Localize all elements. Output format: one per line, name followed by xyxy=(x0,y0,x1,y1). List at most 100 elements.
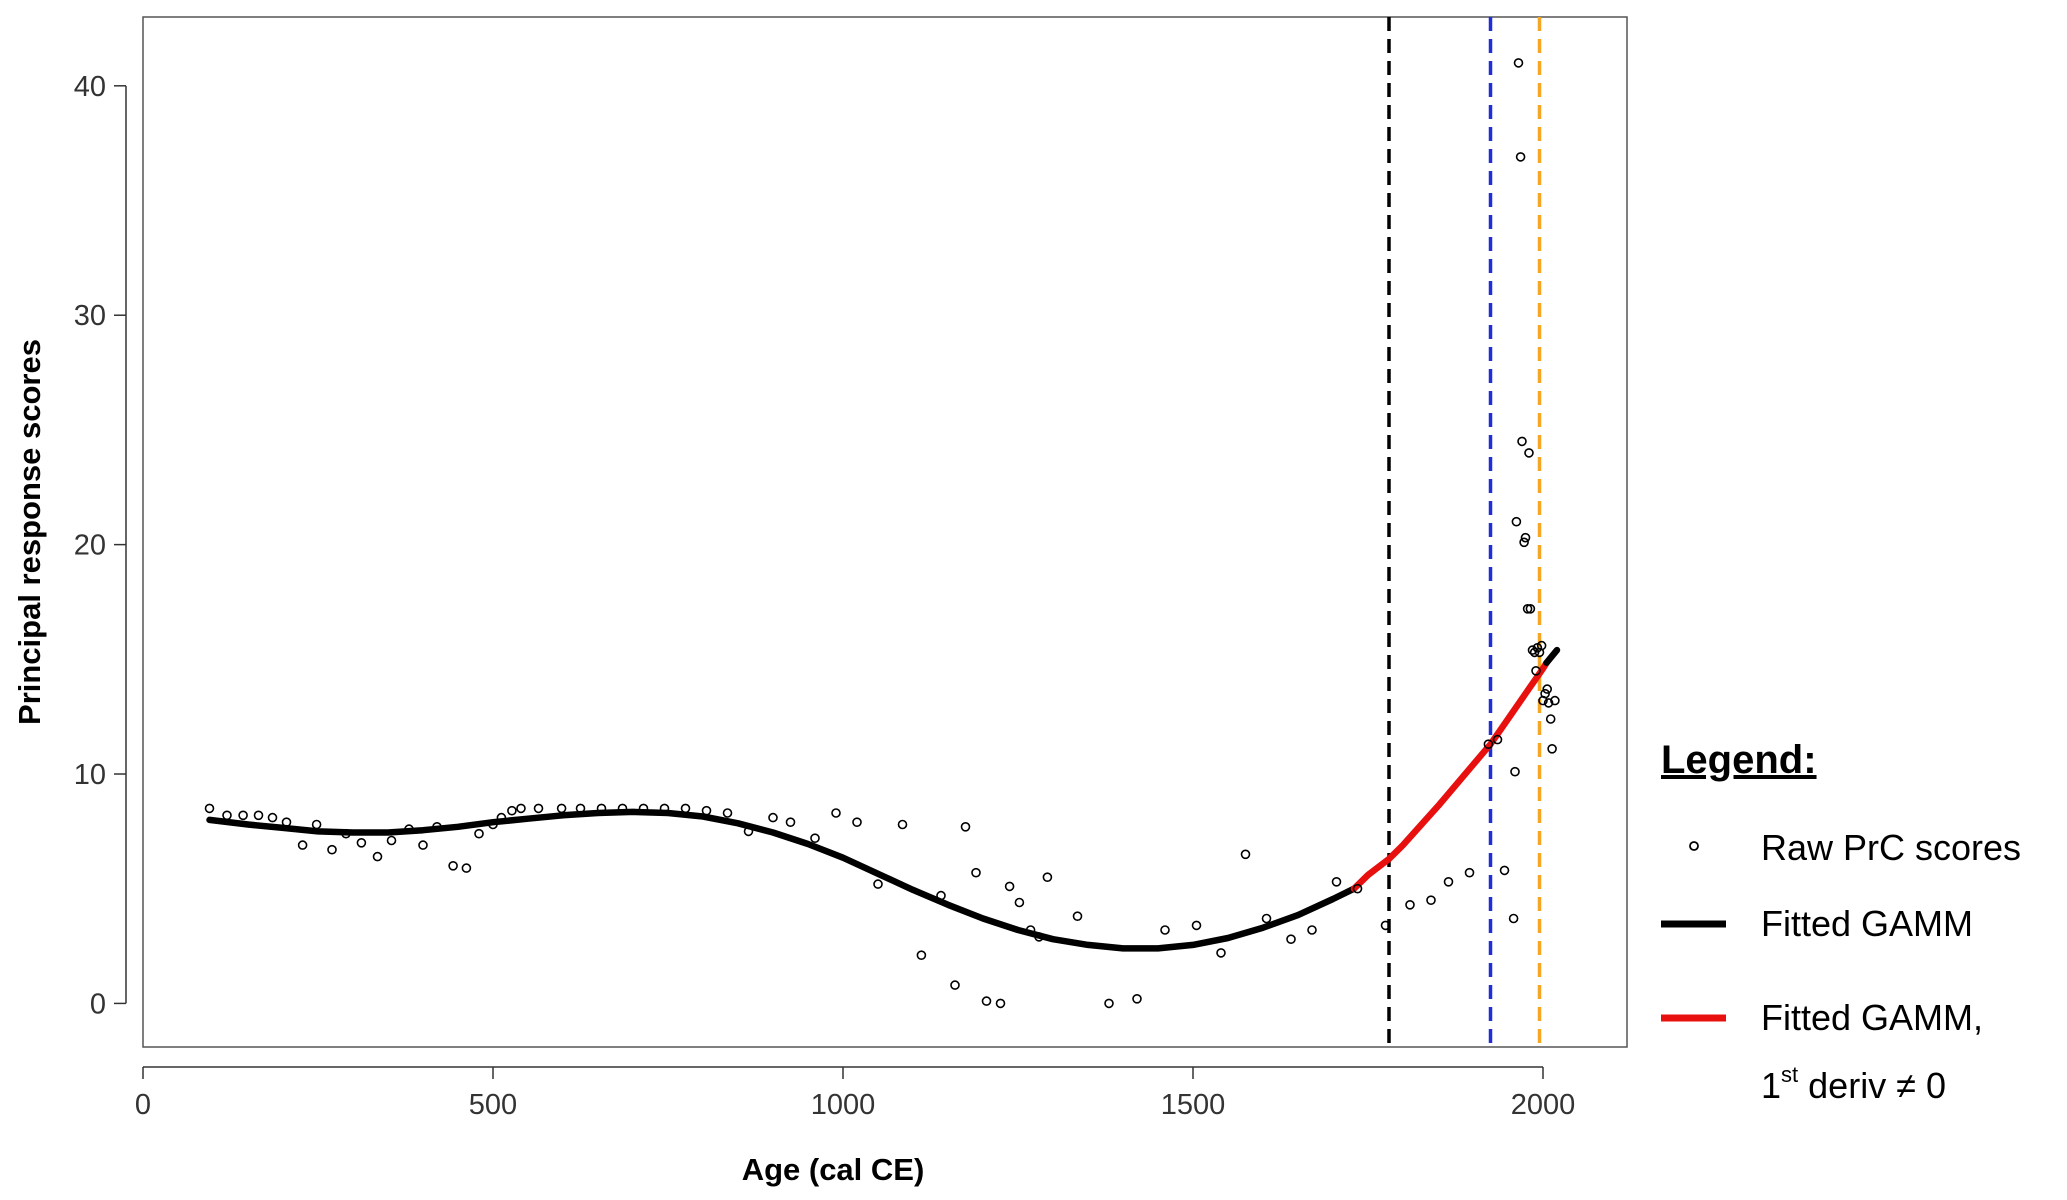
data-point xyxy=(1515,152,1526,162)
fit-line-2 xyxy=(1543,646,1561,667)
data-point xyxy=(253,810,264,821)
data-point xyxy=(341,828,351,839)
data-point xyxy=(831,808,841,818)
y-axis-title: Principal response scores xyxy=(12,339,47,725)
data-point xyxy=(701,805,712,816)
data-point xyxy=(1499,865,1510,876)
x-axis-title: Age (cal CE) xyxy=(742,1152,925,1187)
data-point xyxy=(222,810,232,821)
data-point xyxy=(1072,911,1083,922)
data-point xyxy=(238,810,248,821)
data-point xyxy=(556,803,567,814)
data-point xyxy=(1034,932,1044,942)
y-axis: 0 10 20 30 40 xyxy=(74,71,127,1020)
data-point xyxy=(1524,448,1534,458)
data-point xyxy=(432,821,442,832)
data-point xyxy=(810,833,820,844)
data-point xyxy=(1261,913,1272,924)
data-point xyxy=(680,803,691,814)
data-point xyxy=(1510,766,1520,777)
fit-line-1 xyxy=(1350,659,1550,892)
data-point xyxy=(474,828,484,839)
legend-label-raw-points: Raw PrC scores xyxy=(1761,827,2021,868)
data-point xyxy=(575,803,586,814)
data-point xyxy=(507,805,517,816)
data-point xyxy=(418,840,428,850)
data-point xyxy=(659,803,670,814)
y-tick-label: 10 xyxy=(74,759,106,791)
data-point xyxy=(297,840,308,850)
data-point xyxy=(404,824,414,834)
data-point xyxy=(1543,698,1554,708)
data-point xyxy=(743,826,754,837)
legend-label-fitted-gamm-deriv-line1: Fitted GAMM, xyxy=(1761,997,1983,1038)
legend-marker-raw-points xyxy=(1689,841,1699,851)
data-point xyxy=(638,803,649,814)
x-tick-label: 0 xyxy=(135,1089,151,1121)
data-point xyxy=(372,851,383,862)
data-point xyxy=(785,817,796,828)
data-point xyxy=(1540,688,1550,699)
data-point xyxy=(1517,436,1527,447)
data-point xyxy=(496,812,507,823)
x-axis: 0 500 1000 1500 2000 xyxy=(135,1066,1576,1121)
data-point xyxy=(386,835,397,846)
data-point xyxy=(1405,899,1415,910)
data-point xyxy=(1483,739,1494,750)
data-point xyxy=(852,817,862,828)
data-point xyxy=(461,863,472,873)
reference-lines xyxy=(1387,17,1542,1047)
data-point xyxy=(1520,532,1531,543)
data-point xyxy=(722,808,733,818)
y-tick-label: 0 xyxy=(90,988,106,1020)
data-point xyxy=(1160,925,1170,935)
legend-label-fitted-gamm: Fitted GAMM xyxy=(1761,903,1973,944)
legend-label-fitted-gamm-deriv-line2: 1st deriv ≠ 0 xyxy=(1761,1062,1946,1106)
fit-line-0 xyxy=(206,808,1358,952)
data-point xyxy=(533,803,544,814)
data-point xyxy=(1426,895,1436,906)
x-tick-label: 1500 xyxy=(1161,1089,1226,1121)
y-tick-label: 20 xyxy=(74,530,106,562)
data-point xyxy=(1492,734,1503,745)
data-point xyxy=(897,819,908,830)
data-point xyxy=(1519,537,1529,548)
data-point xyxy=(1216,948,1226,958)
data-point xyxy=(1513,58,1524,68)
data-point xyxy=(1352,883,1363,894)
data-point xyxy=(617,803,628,814)
data-point xyxy=(1443,876,1454,887)
data-point xyxy=(950,980,960,990)
data-point xyxy=(1191,920,1202,931)
legend-title: Legend: xyxy=(1661,738,1817,782)
x-tick-label: 1000 xyxy=(811,1089,876,1121)
data-point xyxy=(1331,876,1342,887)
data-point xyxy=(1545,714,1556,724)
data-point xyxy=(960,821,971,832)
data-point xyxy=(1525,603,1536,614)
data-point xyxy=(488,819,498,830)
data-point xyxy=(1240,849,1251,860)
data-point xyxy=(995,998,1006,1009)
data-point xyxy=(916,950,927,961)
legend: Legend: Raw PrC scores Fitted GAMM Fitte… xyxy=(1661,738,2021,1106)
legend-label-line2-num: 1 xyxy=(1761,1065,1781,1106)
data-point xyxy=(971,867,981,878)
data-point xyxy=(768,812,778,823)
data-point xyxy=(1531,665,1541,676)
data-point xyxy=(311,819,322,830)
data-point xyxy=(1104,998,1114,1009)
data-point xyxy=(1536,640,1547,651)
data-point xyxy=(596,803,607,814)
data-point xyxy=(936,890,946,901)
x-tick-label: 2000 xyxy=(1511,1089,1576,1121)
data-point xyxy=(281,817,292,828)
legend-label-line2-sup: st xyxy=(1781,1062,1798,1087)
data-point xyxy=(1547,743,1557,754)
data-point xyxy=(1307,925,1317,935)
data-point xyxy=(1042,872,1053,883)
data-point xyxy=(267,812,278,823)
data-point xyxy=(1014,897,1025,908)
x-tick-label: 500 xyxy=(469,1089,517,1121)
